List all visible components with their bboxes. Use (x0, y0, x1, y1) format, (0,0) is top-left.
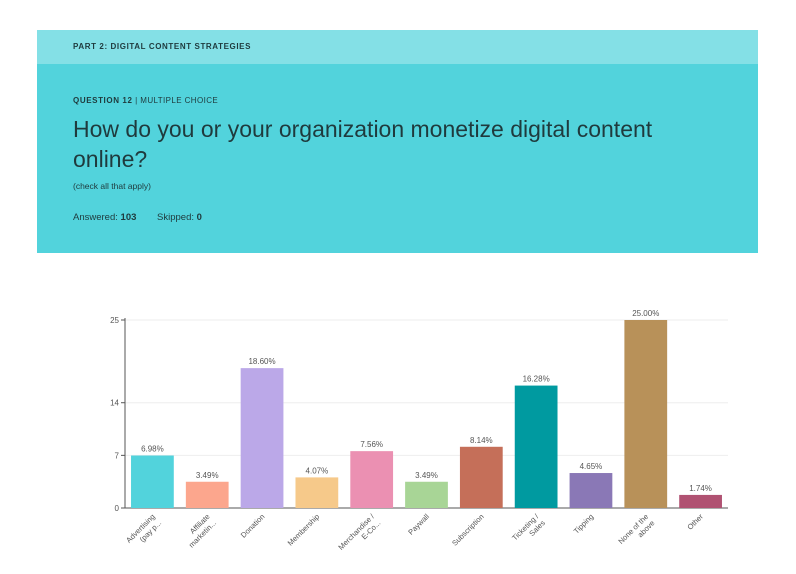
question-separator: | (135, 96, 138, 105)
bar-7 (514, 385, 558, 508)
bar-2 (240, 368, 284, 508)
bar-value-label-1: 3.49% (196, 471, 219, 480)
answered-label: Answered: (73, 212, 118, 223)
bar-value-label-9: 25.00% (632, 309, 659, 318)
x-tick-label-2: Donation (239, 512, 267, 540)
question-note: (check all that apply) (73, 181, 151, 191)
x-tick-label-line: Tipping (572, 512, 596, 536)
x-tick-label-8: Tipping (572, 512, 596, 536)
x-tick-label-5: Paywall (406, 512, 431, 537)
bar-9 (624, 320, 668, 508)
question-type: MULTIPLE CHOICE (140, 96, 219, 105)
bar-8 (569, 473, 613, 508)
bar-chart: 0 7 14 25 6.98% Advertising(pay p... 3.49% Affi… (110, 309, 728, 558)
skipped-label: Skipped: (157, 212, 195, 223)
x-tick-label-4: Merchandise /E-Co... (336, 511, 383, 558)
bar-3 (295, 477, 339, 508)
bar-value-label-3: 4.07% (306, 466, 329, 475)
bar-5 (405, 481, 448, 508)
bar-1 (185, 481, 229, 508)
y-tick-label-2: 14 (110, 399, 119, 408)
bar-value-label-4: 7.56% (360, 440, 383, 449)
part-label: PART 2: DIGITAL CONTENT STRATEGIES (73, 42, 252, 51)
bar-6 (459, 446, 503, 508)
y-tick-label-1: 7 (115, 451, 120, 460)
x-tick-label-6: Subscription (450, 512, 486, 548)
bar-value-label-0: 6.98% (141, 445, 164, 454)
question-panel: QUESTION 12 | MULTIPLE CHOICE How do you… (37, 64, 758, 253)
y-tick-label-3: 25 (110, 316, 119, 325)
question-number: QUESTION 12 (73, 96, 133, 105)
answered-stat: Answered: 103 (73, 212, 139, 223)
x-tick-label-line: Other (685, 512, 705, 532)
question-label: QUESTION 12 | MULTIPLE CHOICE (73, 96, 218, 105)
bar-value-label-7: 16.28% (523, 375, 550, 384)
x-tick-label-line: Subscription (450, 512, 486, 548)
x-tick-label-0: Advertising(pay p... (124, 512, 163, 551)
bar-value-label-10: 1.74% (689, 484, 712, 493)
x-tick-label-line: Donation (239, 512, 267, 540)
skipped-value: 0 (196, 212, 202, 223)
bar-value-label-2: 18.60% (248, 357, 275, 366)
y-tick-label-0: 0 (115, 504, 120, 513)
response-stats: Answered: 103 Skipped: 0 (73, 212, 220, 223)
question-title: How do you or your organization monetize… (73, 116, 653, 172)
x-tick-label-1: Affiliatemarketin... (181, 512, 218, 549)
bar-4 (350, 451, 394, 508)
bar-value-label-5: 3.49% (415, 471, 438, 480)
x-tick-label-3: Membership (286, 512, 322, 548)
answered-value: 103 (120, 212, 137, 223)
bar-10 (679, 494, 722, 508)
bar-value-label-6: 8.14% (470, 436, 493, 445)
x-tick-label-9: None of theabove (616, 512, 656, 552)
x-tick-label-line: Paywall (406, 512, 431, 537)
part-header-bar: PART 2: DIGITAL CONTENT STRATEGIES (37, 30, 758, 64)
skipped-stat: Skipped: 0 (157, 212, 202, 223)
x-tick-label-10: Other (685, 512, 705, 532)
x-tick-label-line: Membership (286, 512, 322, 548)
bar-value-label-8: 4.65% (580, 462, 603, 471)
x-tick-label-7: Ticketing /Sales (510, 511, 547, 548)
bar-0 (131, 455, 174, 508)
